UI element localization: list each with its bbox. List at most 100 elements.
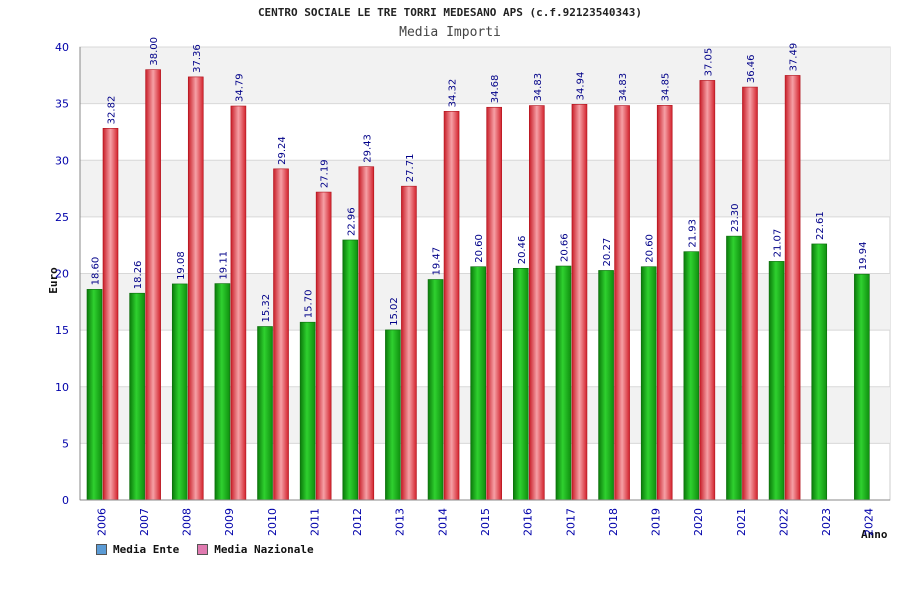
value-label-media-ente: 20.60 bbox=[474, 234, 485, 263]
value-label-media-nazionale: 27.19 bbox=[320, 159, 331, 188]
value-label-media-nazionale: 37.49 bbox=[789, 43, 800, 72]
bars bbox=[86, 69, 870, 501]
bar-media-ente bbox=[299, 321, 316, 501]
bar-media-ente bbox=[768, 261, 785, 501]
x-tick-label: 2019 bbox=[650, 508, 663, 536]
bar-media-ente bbox=[214, 283, 231, 501]
x-tick-label: 2015 bbox=[479, 508, 492, 536]
x-tick-label: 2007 bbox=[138, 508, 151, 536]
bar-media-nazionale bbox=[315, 191, 332, 501]
value-label-media-ente: 19.47 bbox=[432, 247, 443, 276]
y-tick-label: 25 bbox=[55, 211, 69, 224]
x-tick-label: 2014 bbox=[436, 508, 449, 536]
value-label-media-ente: 20.46 bbox=[517, 236, 528, 265]
bar-media-nazionale bbox=[742, 86, 758, 501]
legend-item-media-ente: Media Ente bbox=[96, 543, 179, 556]
value-label-media-ente: 18.60 bbox=[91, 257, 102, 286]
value-label-media-nazionale: 36.46 bbox=[746, 54, 757, 83]
y-tick-label: 10 bbox=[55, 381, 69, 394]
value-label-media-nazionale: 34.85 bbox=[661, 73, 672, 102]
y-tick-label: 35 bbox=[55, 98, 69, 111]
value-label-media-nazionale: 37.05 bbox=[703, 48, 714, 77]
value-label-media-ente: 20.60 bbox=[645, 234, 656, 263]
x-axis-label: Anno bbox=[861, 528, 888, 541]
value-label-media-ente: 19.11 bbox=[218, 251, 229, 280]
bar-media-ente bbox=[129, 292, 145, 501]
value-label-media-nazionale: 34.83 bbox=[618, 73, 629, 102]
bar-media-ente bbox=[86, 289, 103, 501]
y-tick-label: 30 bbox=[55, 154, 69, 167]
bar-media-nazionale bbox=[656, 105, 673, 501]
bar-media-nazionale bbox=[699, 80, 716, 501]
bar-media-ente bbox=[555, 265, 572, 501]
value-label-media-ente: 21.07 bbox=[773, 229, 784, 258]
legend-swatch-media-nazionale bbox=[197, 544, 209, 555]
x-tick-label: 2006 bbox=[95, 508, 108, 536]
y-tick-label: 15 bbox=[55, 324, 69, 337]
bar-media-nazionale bbox=[529, 105, 545, 501]
legend-label-media-nazionale: Media Nazionale bbox=[214, 543, 314, 556]
bar-media-nazionale bbox=[145, 69, 161, 501]
bar-media-ente bbox=[854, 273, 870, 501]
value-label-media-nazionale: 34.68 bbox=[490, 75, 501, 104]
bar-media-nazionale bbox=[273, 168, 289, 501]
value-label-media-ente: 20.27 bbox=[602, 238, 613, 267]
value-label-media-ente: 21.93 bbox=[687, 219, 698, 248]
x-tick-label: 2009 bbox=[223, 508, 236, 536]
value-label-media-nazionale: 37.36 bbox=[192, 44, 203, 73]
bar-media-ente bbox=[342, 239, 359, 501]
value-label-media-nazionale: 29.43 bbox=[362, 134, 373, 163]
x-tick-label: 2021 bbox=[735, 508, 748, 536]
bar-media-ente bbox=[171, 283, 188, 501]
bar-media-nazionale bbox=[187, 76, 204, 501]
chart-title: CENTRO SOCIALE LE TRE TORRI MEDESANO APS… bbox=[257, 6, 643, 19]
value-label-media-nazionale: 34.32 bbox=[448, 79, 459, 108]
value-label-media-nazionale: 34.79 bbox=[234, 73, 245, 102]
x-tick-label: 2023 bbox=[820, 508, 833, 536]
value-labels: 18.60 32.82 18.26 38.00 19.08 37.36 19.11 34.79… bbox=[91, 37, 869, 326]
value-label-media-ente: 23.30 bbox=[730, 203, 741, 232]
bar-media-nazionale bbox=[230, 105, 247, 501]
bar-media-ente bbox=[811, 243, 828, 501]
legend: Media Ente Media Nazionale bbox=[96, 543, 314, 556]
value-label-media-ente: 22.96 bbox=[346, 207, 357, 236]
bar-media-nazionale bbox=[443, 111, 460, 501]
bar-media-ente bbox=[470, 266, 486, 501]
bar-media-ente bbox=[726, 235, 742, 501]
bar-media-nazionale bbox=[571, 104, 588, 501]
bar-media-ente bbox=[427, 279, 444, 501]
x-tick-label: 2017 bbox=[564, 508, 577, 536]
bar-media-nazionale bbox=[102, 128, 119, 501]
legend-swatch-media-ente bbox=[96, 544, 107, 555]
value-label-media-nazionale: 29.24 bbox=[277, 136, 288, 165]
bar-media-ente bbox=[598, 270, 614, 501]
x-tick-label: 2010 bbox=[266, 508, 279, 536]
y-tick-label: 5 bbox=[62, 437, 69, 450]
legend-item-media-nazionale: Media Nazionale bbox=[197, 543, 314, 556]
bar-media-nazionale bbox=[614, 105, 630, 501]
bar-media-ente bbox=[683, 251, 700, 501]
value-label-media-ente: 18.26 bbox=[133, 261, 144, 290]
y-tick-label: 40 bbox=[55, 41, 69, 54]
bar-media-nazionale bbox=[358, 166, 375, 501]
bar-media-nazionale bbox=[401, 185, 417, 501]
legend-label-media-ente: Media Ente bbox=[113, 543, 180, 556]
value-label-media-ente: 22.61 bbox=[815, 211, 826, 240]
value-label-media-nazionale: 34.94 bbox=[575, 72, 586, 101]
x-tick-label: 2018 bbox=[607, 508, 620, 536]
x-tick-label: 2011 bbox=[308, 508, 321, 536]
value-label-media-ente: 15.02 bbox=[389, 297, 400, 326]
y-tick-label: 20 bbox=[55, 268, 69, 281]
value-label-media-ente: 15.32 bbox=[261, 294, 272, 323]
bar-media-nazionale bbox=[486, 106, 502, 501]
value-label-media-ente: 19.08 bbox=[176, 251, 187, 280]
bar-media-ente bbox=[385, 329, 401, 501]
x-tick-label: 2024 bbox=[863, 508, 876, 536]
x-tick-label: 2022 bbox=[777, 508, 790, 536]
value-label-media-nazionale: 38.00 bbox=[149, 37, 160, 66]
value-label-media-nazionale: 32.82 bbox=[107, 96, 118, 125]
bar-media-nazionale bbox=[784, 75, 801, 501]
chart-subtitle: Media Importi bbox=[399, 25, 501, 40]
x-tick-label: 2013 bbox=[394, 508, 407, 536]
